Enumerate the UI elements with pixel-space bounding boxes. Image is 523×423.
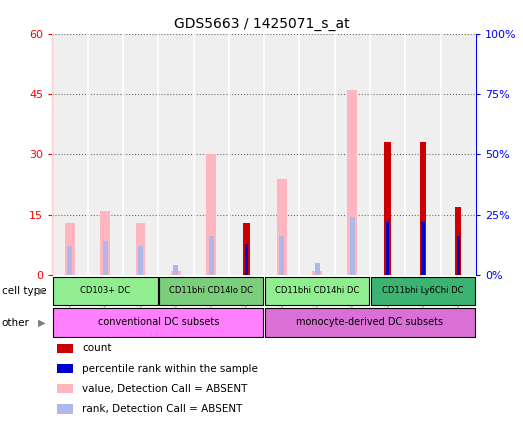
Bar — [65, 222, 75, 275]
Text: count: count — [82, 343, 111, 354]
Bar — [299, 34, 335, 275]
Bar — [159, 277, 264, 305]
Text: percentile rank within the sample: percentile rank within the sample — [82, 363, 258, 374]
Bar — [53, 308, 264, 337]
Text: monocyte-derived DC subsets: monocyte-derived DC subsets — [297, 317, 444, 327]
Text: cell type: cell type — [2, 286, 46, 296]
Bar — [264, 34, 299, 275]
Bar — [56, 343, 73, 353]
Bar — [67, 246, 72, 275]
Bar — [56, 384, 73, 393]
Bar — [440, 34, 476, 275]
Bar — [56, 404, 73, 414]
Bar — [87, 34, 123, 275]
Bar — [347, 90, 357, 275]
Bar — [457, 236, 460, 275]
Bar — [455, 206, 461, 275]
Bar — [138, 246, 143, 275]
Bar — [384, 142, 391, 275]
Text: CD11bhi Ly6Chi DC: CD11bhi Ly6Chi DC — [382, 286, 464, 295]
Bar — [371, 277, 475, 305]
Bar — [209, 236, 213, 275]
Text: CD11bhi CD14lo DC: CD11bhi CD14lo DC — [169, 286, 253, 295]
Bar — [277, 179, 287, 275]
Bar — [123, 34, 158, 275]
Bar — [158, 34, 194, 275]
Bar — [194, 34, 229, 275]
Bar — [100, 211, 110, 275]
Bar — [370, 34, 405, 275]
Text: value, Detection Call = ABSENT: value, Detection Call = ABSENT — [82, 384, 247, 394]
Bar — [350, 217, 355, 275]
Bar — [53, 277, 157, 305]
Bar — [229, 34, 264, 275]
Bar — [243, 222, 249, 275]
Bar — [56, 364, 73, 374]
Bar — [245, 244, 248, 275]
Text: conventional DC subsets: conventional DC subsets — [97, 317, 219, 327]
Bar — [103, 241, 108, 275]
Text: GDS5663 / 1425071_s_at: GDS5663 / 1425071_s_at — [174, 17, 349, 31]
Bar — [420, 142, 426, 275]
Bar — [279, 236, 284, 275]
Bar — [335, 34, 370, 275]
Bar — [174, 265, 178, 275]
Text: other: other — [2, 318, 29, 327]
Text: CD103+ DC: CD103+ DC — [80, 286, 130, 295]
Bar — [52, 34, 87, 275]
Text: ▶: ▶ — [38, 318, 46, 327]
Bar — [265, 308, 475, 337]
Text: CD11bhi CD14hi DC: CD11bhi CD14hi DC — [275, 286, 359, 295]
Bar — [171, 271, 181, 275]
Text: ▶: ▶ — [38, 286, 46, 296]
Bar — [135, 222, 145, 275]
Bar — [206, 154, 216, 275]
Bar — [265, 277, 369, 305]
Text: rank, Detection Call = ABSENT: rank, Detection Call = ABSENT — [82, 404, 242, 414]
Bar — [315, 263, 320, 275]
Bar — [405, 34, 440, 275]
Bar — [386, 222, 389, 275]
Bar — [422, 222, 425, 275]
Bar — [312, 271, 322, 275]
